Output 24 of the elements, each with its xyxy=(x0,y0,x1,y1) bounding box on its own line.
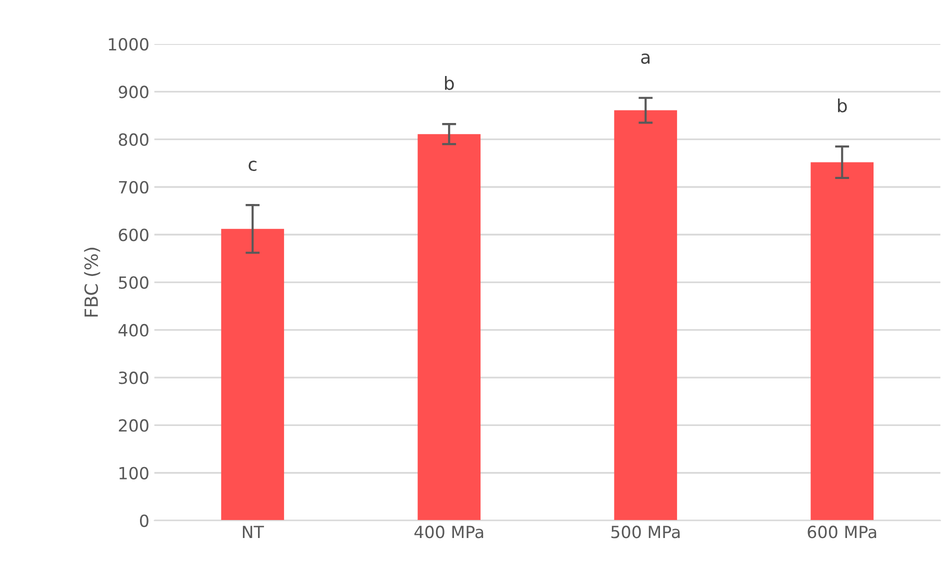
annotation: a xyxy=(641,53,650,64)
y-tick-label: 300 xyxy=(118,372,148,384)
x-tick-label: 600 MPa xyxy=(808,526,876,538)
bar xyxy=(810,162,874,521)
x-tick-label: 400 MPa xyxy=(414,526,484,538)
y-tick-label: 200 xyxy=(118,419,148,432)
y-tick-label: 600 xyxy=(118,228,148,242)
y-axis-title: FBC (%) xyxy=(84,248,100,317)
bar xyxy=(418,134,481,521)
annotation: b xyxy=(445,76,454,90)
y-tick-label: 800 xyxy=(118,133,148,146)
y-tick-label: 100 xyxy=(120,466,148,480)
y-tick-label: 500 xyxy=(118,276,148,289)
annotation: b xyxy=(838,98,847,112)
y-tick-label: 0 xyxy=(140,514,148,528)
x-tick-label: NT xyxy=(242,526,264,538)
x-tick-label: 500 MPa xyxy=(611,526,680,538)
y-tick-label: 400 xyxy=(118,324,148,336)
y-tick-label: 700 xyxy=(119,180,148,194)
bar xyxy=(614,110,678,521)
y-tick-label: 1000 xyxy=(108,38,148,51)
annotation: c xyxy=(248,160,256,172)
bar xyxy=(221,228,284,521)
y-tick-label: 900 xyxy=(118,86,148,98)
